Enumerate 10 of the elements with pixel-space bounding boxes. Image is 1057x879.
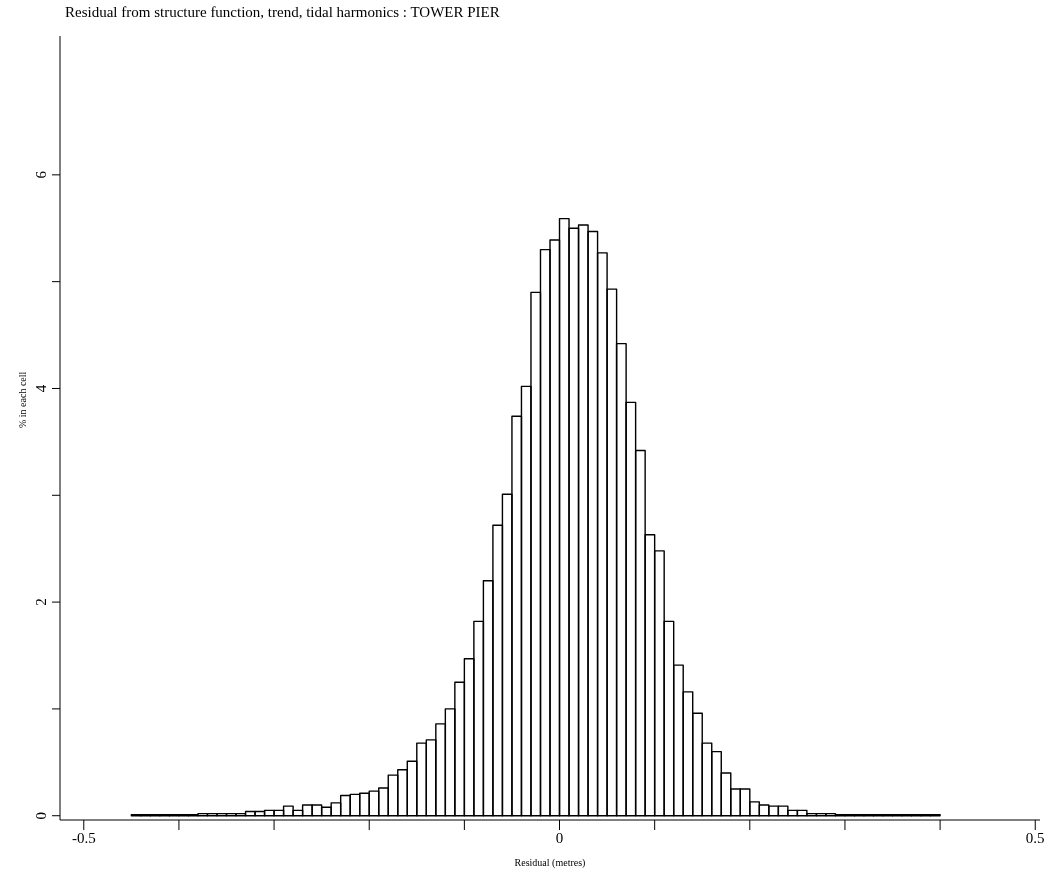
x-axis-title: Residual (metres)	[514, 857, 586, 869]
x-tick-label: -0.5	[71, 829, 96, 846]
chart-title: Residual from structure function, trend, tidal harmonics : TOWER PIER	[65, 4, 500, 21]
y-axis-title: % in each cell	[16, 371, 28, 428]
y-tick-label: 0	[33, 811, 49, 820]
y-tick-label: 4	[33, 384, 49, 393]
x-tick-label: 0	[555, 829, 564, 846]
y-tick-label: 2	[33, 598, 49, 606]
x-tick-label: 0.5	[1025, 829, 1045, 846]
y-tick-label: 6	[33, 170, 49, 179]
